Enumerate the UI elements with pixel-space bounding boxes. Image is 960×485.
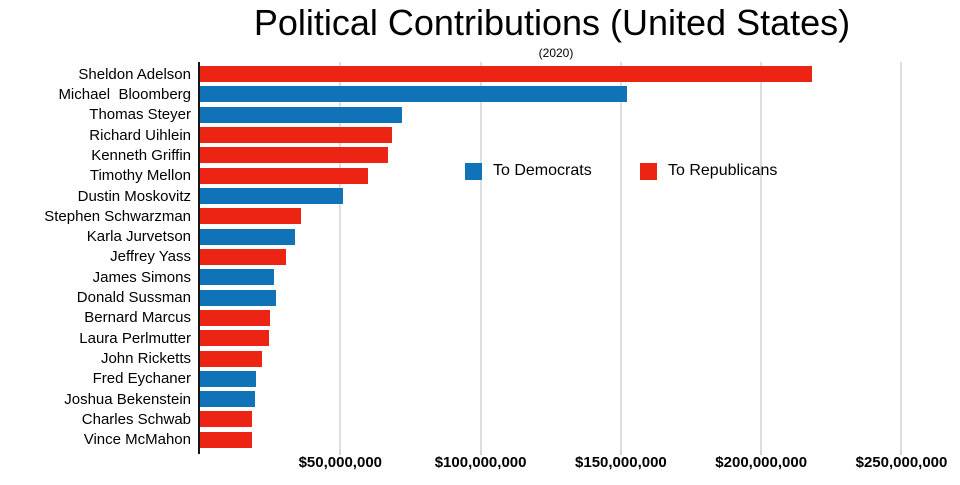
- bar-row: Joshua Bekenstein: [64, 389, 952, 409]
- legend-swatch-republican-icon: [640, 162, 657, 180]
- donor-name-label: Michael Bloomberg: [58, 85, 191, 103]
- donor-name-label: Bernard Marcus: [84, 309, 191, 327]
- bar-row: Stephen Schwarzman: [44, 206, 952, 226]
- donor-name-label: Richard Uihlein: [89, 126, 191, 144]
- donor-name-label: Karla Jurvetson: [86, 228, 191, 246]
- donor-name-label: Charles Schwab: [81, 410, 191, 428]
- contribution-bar: [200, 86, 627, 103]
- donor-name-label: Thomas Steyer: [89, 106, 191, 124]
- axis-tick: [760, 450, 763, 455]
- contribution-bar: [200, 391, 255, 408]
- contribution-bar: [200, 106, 403, 123]
- bar-row: Kenneth Griffin: [91, 145, 952, 165]
- axis-tick: [339, 450, 342, 455]
- contribution-bar: [200, 66, 812, 83]
- donor-name-label: Stephen Schwarzman: [44, 207, 191, 225]
- bar-row: Dustin Moskovitz: [78, 186, 952, 206]
- x-axis-tick-label: $250,000,000: [855, 454, 948, 471]
- contribution-bar: [200, 269, 275, 286]
- donor-name-label: John Ricketts: [100, 350, 191, 368]
- bar-row: Karla Jurvetson: [87, 227, 952, 247]
- donor-name-label: James Simons: [92, 268, 191, 286]
- gridline: [339, 62, 342, 450]
- contribution-bar: [200, 147, 388, 164]
- legend-label: To Democrats: [493, 162, 592, 179]
- gridline: [619, 62, 622, 450]
- bar-row: Charles Schwab: [82, 409, 952, 429]
- bar-row: John Ricketts: [101, 348, 952, 368]
- gridline: [900, 62, 903, 450]
- bar-row: Vince McMahon: [84, 430, 952, 450]
- donor-name-label: Jeffrey Yass: [110, 248, 191, 266]
- bar-row: Richard Uihlein: [89, 125, 952, 145]
- legend-label: To Republicans: [668, 162, 778, 179]
- bar-row: Sheldon Adelson: [78, 64, 952, 84]
- donor-name-label: Dustin Moskovitz: [77, 187, 191, 205]
- legend-item-democrat: To Democrats: [465, 162, 592, 180]
- x-axis-tick-label: $50,000,000: [298, 454, 383, 471]
- donor-name-label: Vince McMahon: [83, 431, 191, 449]
- contribution-bar: [200, 208, 301, 225]
- chart-subtitle: (2020): [538, 46, 574, 60]
- bar-row: Donald Sussman: [77, 287, 952, 307]
- donor-name-label: Joshua Bekenstein: [64, 390, 191, 408]
- axis-tick: [479, 450, 482, 455]
- bar-rows: Sheldon Adelson Michael Bloomberg Thomas S…: [44, 64, 952, 450]
- bar-row: Timothy Mellon: [90, 166, 952, 186]
- gridline: [479, 62, 482, 450]
- contribution-bar: [200, 167, 369, 184]
- contribution-bar: [200, 248, 286, 265]
- contribution-bar: [200, 309, 271, 326]
- bar-row: Thomas Steyer: [89, 105, 952, 125]
- x-axis-tick-label: $200,000,000: [715, 454, 808, 471]
- contribution-bar: [200, 228, 296, 245]
- donor-name-label: Laura Perlmutter: [79, 329, 191, 347]
- contribution-bar: [200, 411, 252, 428]
- bar-row: Michael Bloomberg: [58, 84, 952, 104]
- contribution-bar: [200, 188, 344, 205]
- axis-tick: [900, 450, 903, 455]
- gridline: [760, 62, 763, 450]
- bar-row: Fred Eychaner: [93, 369, 952, 389]
- donor-name-label: Kenneth Griffin: [91, 146, 191, 164]
- plot-area: Sheldon Adelson Michael Bloomberg Thomas S…: [44, 62, 952, 471]
- bar-row: James Simons: [93, 267, 952, 287]
- y-axis-line: [198, 62, 200, 454]
- axis-tick: [619, 450, 622, 455]
- contribution-bar: [200, 431, 252, 448]
- donor-name-label: Timothy Mellon: [89, 167, 191, 185]
- legend-swatch-democrat-icon: [465, 162, 482, 180]
- contribution-bar: [200, 370, 257, 387]
- donor-name-label: Sheldon Adelson: [78, 65, 191, 83]
- donor-name-label: Donald Sussman: [76, 289, 191, 307]
- legend-item-republican: To Republicans: [640, 162, 777, 180]
- contribution-bar: [200, 289, 276, 306]
- x-axis-tick-label: $100,000,000: [434, 454, 527, 471]
- bar-row: Laura Perlmutter: [79, 328, 952, 348]
- contribution-bar: [200, 330, 269, 347]
- bar-row: Jeffrey Yass: [110, 247, 952, 267]
- chart-title: Political Contributions (United States): [253, 2, 851, 43]
- donor-name-label: Fred Eychaner: [92, 370, 191, 388]
- x-axis-tick-label: $150,000,000: [575, 454, 667, 471]
- bar-row: Bernard Marcus: [84, 308, 952, 328]
- contribution-bar: [200, 127, 393, 144]
- contribution-bar: [200, 350, 262, 367]
